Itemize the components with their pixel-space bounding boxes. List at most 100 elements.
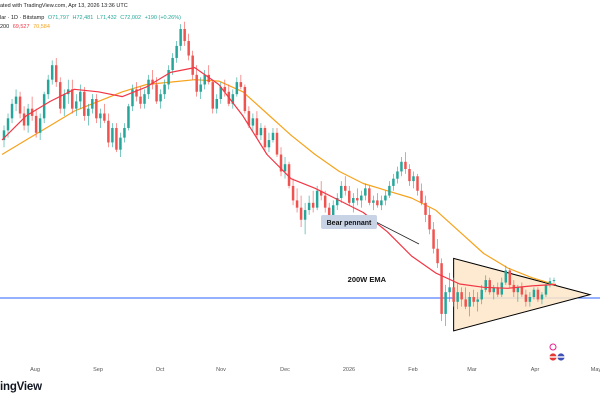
candle	[364, 183, 367, 201]
x-tick-label: Feb	[408, 367, 417, 373]
candle	[452, 277, 455, 307]
flag-stripe	[549, 356, 557, 358]
candle	[30, 96, 34, 121]
candle	[99, 108, 102, 128]
candle-body	[199, 84, 202, 92]
candle	[167, 65, 170, 90]
candle-body	[167, 70, 170, 85]
candle	[26, 103, 30, 133]
candle-body	[392, 178, 395, 186]
candle	[247, 106, 251, 128]
candle-body	[191, 55, 194, 75]
candle-body	[235, 82, 239, 95]
candle	[187, 33, 190, 61]
candle-body	[319, 190, 323, 196]
candle	[58, 77, 62, 114]
candle	[123, 123, 126, 143]
ema-200w-label: 200W EMA	[348, 275, 387, 284]
candle-body	[111, 127, 114, 143]
candle-body	[496, 287, 500, 295]
x-tick-label: Sep	[93, 367, 103, 373]
candle-body	[343, 185, 347, 191]
candle	[159, 89, 162, 109]
candle-body	[532, 289, 536, 297]
candle	[91, 94, 94, 114]
candle-body	[372, 200, 375, 203]
callout-pointer	[375, 221, 420, 245]
candle-body	[295, 200, 299, 208]
candle-body	[135, 89, 138, 97]
candle-body	[123, 127, 126, 138]
candle	[79, 84, 82, 109]
x-tick-label: May	[591, 367, 600, 373]
x-tick-label: Mar	[467, 367, 477, 373]
candle-body	[175, 45, 178, 58]
candle	[380, 195, 383, 211]
candle-body	[131, 89, 134, 107]
candle	[295, 188, 299, 213]
candle-body	[147, 79, 150, 95]
published-info: ated with TradingView.com, Apr 13, 2026 …	[0, 3, 128, 9]
candle-body	[119, 137, 122, 150]
x-tick-label: Dec	[280, 367, 290, 373]
candle	[131, 84, 134, 112]
candle	[103, 103, 106, 124]
candle	[203, 70, 206, 90]
candle-body	[2, 130, 6, 141]
symbol-info: lar · 1D · Bitstamp	[0, 15, 45, 21]
ohlc-close: C72,002	[120, 15, 142, 21]
candle	[267, 132, 271, 153]
candle-body	[179, 28, 182, 46]
candle-body	[143, 94, 146, 104]
candle-body	[38, 118, 42, 133]
candle-body	[432, 229, 435, 249]
candle	[339, 181, 343, 203]
candle	[271, 127, 275, 143]
ema-slow-value: 70,584	[33, 24, 50, 30]
candle-body	[99, 113, 102, 119]
candle-body	[299, 207, 303, 220]
candle-body	[544, 284, 548, 295]
candle-body	[396, 171, 399, 179]
candle-body	[420, 190, 423, 203]
candle-body	[207, 74, 210, 83]
candle-body	[524, 294, 528, 302]
candle-body	[480, 289, 483, 300]
x-axis: Aug Sep Oct Nov Dec 2026 Feb Mar Apr May	[30, 367, 600, 373]
candle-body	[331, 205, 335, 218]
candle-body	[171, 57, 174, 71]
candle	[287, 161, 291, 189]
candle	[384, 190, 387, 206]
event-marker	[549, 343, 565, 361]
candle	[259, 123, 263, 141]
candle-body	[62, 94, 66, 109]
candle	[343, 176, 347, 196]
candle-body	[388, 185, 391, 196]
candle-body	[548, 281, 552, 285]
candle-body	[58, 82, 62, 109]
candle	[255, 111, 259, 138]
x-tick-label: Aug	[30, 367, 40, 373]
candle	[508, 268, 512, 288]
candle-body	[384, 195, 387, 201]
candle	[388, 181, 391, 198]
candle	[323, 190, 327, 213]
candle-body	[436, 248, 439, 264]
candle-body	[155, 84, 158, 102]
candle-body	[492, 287, 496, 293]
candle	[179, 24, 182, 51]
candle	[504, 265, 508, 285]
candle-body	[472, 297, 475, 302]
candle-body	[348, 190, 351, 203]
candle-body	[275, 132, 279, 155]
candle	[183, 21, 186, 46]
candle	[420, 183, 423, 206]
candle-body	[376, 200, 379, 206]
candle	[456, 282, 459, 310]
candle	[416, 173, 419, 196]
candle	[50, 60, 54, 85]
candle-body	[303, 210, 307, 220]
candle	[528, 292, 532, 307]
candle	[163, 79, 166, 99]
